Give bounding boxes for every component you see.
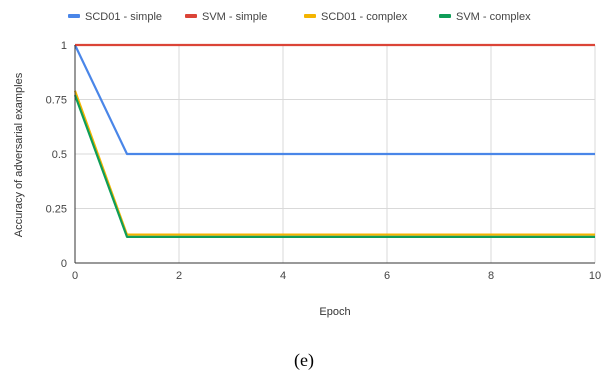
legend-item-scd01-simple: SCD01 - simple	[68, 11, 162, 23]
legend-swatch-scd01-complex	[304, 14, 316, 18]
legend-swatch-svm-simple	[185, 14, 197, 18]
series-line-scd01-complex	[73, 90, 595, 236]
x-tick-label-8: 8	[488, 270, 494, 282]
legend-swatch-scd01-simple	[68, 14, 80, 18]
series-line-scd01-simple	[74, 44, 595, 156]
y-tick-label-0-25: 0.25	[46, 204, 67, 216]
x-axis-title: Epoch	[319, 306, 350, 318]
series-lines	[73, 43, 595, 238]
y-tick-label-0-75: 0.75	[46, 95, 67, 107]
x-tick-labels: 0 2 4 6 8 10	[72, 270, 601, 282]
figure-caption: (e)	[294, 350, 314, 371]
legend-label-svm-complex: SVM - complex	[456, 11, 531, 23]
legend-label-scd01-simple: SCD01 - simple	[85, 11, 162, 23]
legend-label-svm-simple: SVM - simple	[202, 11, 267, 23]
legend-label-scd01-complex: SCD01 - complex	[321, 11, 408, 23]
legend-item-scd01-complex: SCD01 - complex	[304, 11, 408, 23]
legend-item-svm-simple: SVM - simple	[185, 11, 267, 23]
legend: SCD01 - simple SVM - simple SCD01 - comple…	[68, 11, 531, 23]
x-tick-label-2: 2	[176, 270, 182, 282]
legend-item-svm-complex: SVM - complex	[439, 11, 531, 23]
y-tick-label-1: 1	[61, 40, 67, 52]
series-line-svm-complex	[73, 94, 595, 238]
y-axis-title: Accuracy of adversarial examples	[13, 72, 25, 237]
legend-swatch-svm-complex	[439, 14, 451, 18]
axes	[74, 45, 595, 264]
x-tick-label-10: 10	[589, 270, 601, 282]
x-tick-label-0: 0	[72, 270, 78, 282]
y-tick-label-0: 0	[61, 258, 67, 270]
x-tick-label-6: 6	[384, 270, 390, 282]
y-tick-labels: 0 0.25 0.5 0.75 1	[46, 40, 67, 270]
x-tick-label-4: 4	[280, 270, 286, 282]
y-tick-label-0-5: 0.5	[52, 149, 67, 161]
